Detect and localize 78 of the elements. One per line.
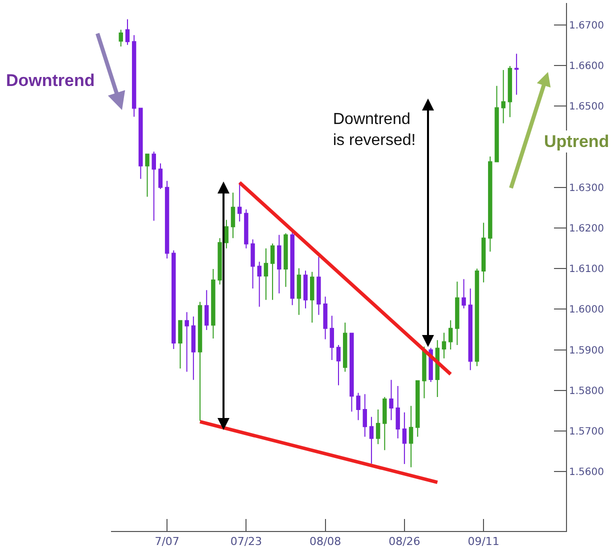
candlestick <box>362 394 367 438</box>
candlestick <box>184 312 189 372</box>
y-tick-label: 1.5700 <box>569 426 604 438</box>
candlestick <box>323 296 328 340</box>
candlestick <box>224 219 229 249</box>
candlestick <box>462 278 466 309</box>
candlestick <box>138 108 143 180</box>
x-tick-label: 08/08 <box>309 535 342 548</box>
candlestick <box>422 346 426 399</box>
text: Downtrend <box>6 71 95 90</box>
candlestick <box>336 344 341 386</box>
candlestick <box>448 320 453 350</box>
candlestick <box>396 386 400 439</box>
candlestick <box>125 18 130 46</box>
candlestick <box>468 288 472 371</box>
x-tick-label: 7/07 <box>154 535 180 548</box>
candlestick <box>494 85 499 162</box>
candlestick <box>508 65 512 118</box>
candlestick <box>408 405 414 468</box>
y-tick-label: 1.6300 <box>569 182 604 194</box>
candlestick <box>310 271 314 324</box>
candlestick <box>191 316 196 380</box>
candlestick <box>118 29 124 47</box>
candlestick <box>514 53 519 96</box>
candlestick <box>230 192 236 239</box>
candlestick <box>296 268 302 316</box>
candlestick <box>416 380 420 438</box>
candlestick <box>237 182 242 222</box>
candlestick <box>204 290 209 330</box>
candlestick <box>164 180 170 259</box>
candlestick <box>382 396 387 451</box>
candlestick <box>284 232 288 288</box>
candlestick <box>402 412 407 464</box>
y-tick-label: 1.6100 <box>569 264 604 276</box>
annotation: Downtrend is reversed! <box>333 111 416 149</box>
candlestick <box>303 270 308 309</box>
y-tick-label: 1.5600 <box>569 467 604 478</box>
candlestick <box>481 222 486 283</box>
candlestick <box>290 231 294 306</box>
candlestick <box>264 248 268 300</box>
candlestick <box>356 392 360 421</box>
candlestick <box>442 332 446 359</box>
candlestick <box>132 34 136 118</box>
text: Uptrend <box>544 132 610 151</box>
x-tick-label: 09/11 <box>468 535 500 548</box>
candlestick <box>455 281 460 346</box>
candlestick <box>257 261 262 308</box>
candlestick <box>250 238 255 290</box>
y-tick-label: 1.5900 <box>569 345 604 356</box>
y-tick-label: 1.6700 <box>569 20 604 32</box>
y-tick-label: 1.6600 <box>569 61 604 72</box>
candlestick <box>342 322 348 372</box>
candlestick <box>277 234 282 294</box>
candlestick <box>172 250 176 350</box>
candlestick <box>330 315 334 361</box>
candlestick <box>474 268 480 367</box>
candlestick <box>376 409 380 445</box>
candlestick <box>270 242 275 300</box>
candlestick <box>488 156 492 252</box>
candlestick <box>198 301 202 422</box>
candlestick <box>158 162 163 190</box>
y-tick-label: 1.6000 <box>569 304 604 316</box>
candlestick <box>389 379 394 421</box>
candlestick <box>211 268 216 339</box>
candlestick <box>501 70 506 124</box>
y-tick-label: 1.6200 <box>569 224 604 235</box>
candlestick <box>369 416 374 464</box>
x-tick-label: 08/26 <box>388 535 420 548</box>
candlestick <box>218 238 222 285</box>
y-tick-label: 1.5800 <box>569 386 604 397</box>
y-tick-label: 1.6500 <box>569 102 604 113</box>
candlestick <box>350 332 354 412</box>
candlestick <box>145 154 150 198</box>
candlestick <box>152 151 156 222</box>
x-tick-label: 07/23 <box>230 535 262 548</box>
candlestick <box>244 208 248 249</box>
candlestick <box>316 256 321 316</box>
candlestick <box>178 320 182 370</box>
